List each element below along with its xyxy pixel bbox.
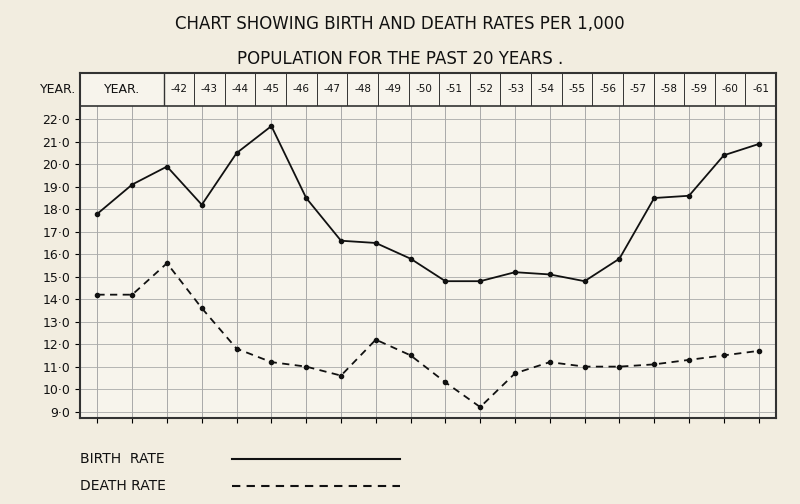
Text: POPULATION FOR THE PAST 20 YEARS .: POPULATION FOR THE PAST 20 YEARS . xyxy=(237,50,563,69)
Text: -56: -56 xyxy=(599,85,616,94)
Text: -58: -58 xyxy=(660,85,678,94)
Text: CHART SHOWING BIRTH AND DEATH RATES PER 1,000: CHART SHOWING BIRTH AND DEATH RATES PER … xyxy=(175,15,625,33)
Text: -47: -47 xyxy=(323,85,341,94)
Text: YEAR.: YEAR. xyxy=(104,83,140,96)
Text: -46: -46 xyxy=(293,85,310,94)
Text: -52: -52 xyxy=(477,85,494,94)
Text: -57: -57 xyxy=(630,85,646,94)
Text: DEATH RATE: DEATH RATE xyxy=(80,479,166,493)
Text: -49: -49 xyxy=(385,85,402,94)
Text: -45: -45 xyxy=(262,85,279,94)
FancyBboxPatch shape xyxy=(80,73,776,106)
Text: -43: -43 xyxy=(201,85,218,94)
Text: -61: -61 xyxy=(752,85,769,94)
Text: BIRTH  RATE: BIRTH RATE xyxy=(80,452,165,466)
Text: -59: -59 xyxy=(691,85,708,94)
Text: -53: -53 xyxy=(507,85,524,94)
Text: -50: -50 xyxy=(415,85,432,94)
Text: -42: -42 xyxy=(170,85,187,94)
Text: -44: -44 xyxy=(231,85,249,94)
Text: -48: -48 xyxy=(354,85,371,94)
Text: -51: -51 xyxy=(446,85,463,94)
Text: YEAR.: YEAR. xyxy=(40,83,76,96)
Text: -55: -55 xyxy=(569,85,586,94)
Text: -54: -54 xyxy=(538,85,555,94)
Text: -60: -60 xyxy=(722,85,738,94)
